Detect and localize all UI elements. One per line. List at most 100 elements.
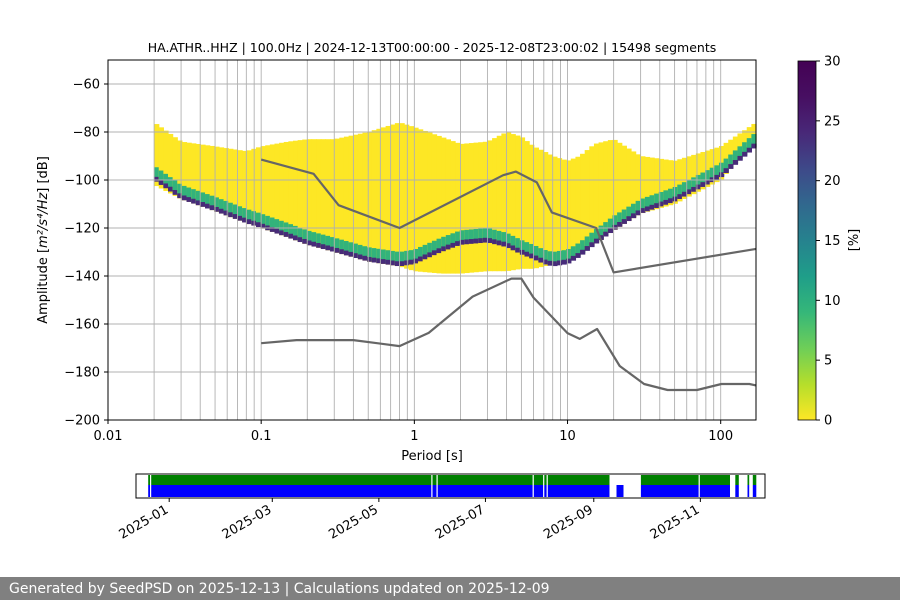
- heatmap-mid-cell: [487, 228, 493, 242]
- heatmap-mid-cell: [584, 236, 590, 250]
- heatmap-background-cell: [505, 132, 512, 271]
- heatmap-mid-cell: [209, 195, 215, 209]
- heatmap-mode-cell: [255, 222, 262, 228]
- colorbar-tick-label: 0: [824, 414, 832, 429]
- heatmap-mid-cell: [214, 197, 220, 211]
- footer-text: Generated by SeedPSD on 2025-12-13 | Cal…: [9, 581, 550, 597]
- heatmap-mid-cell: [357, 244, 364, 259]
- heatmap-mode-cell: [672, 196, 678, 202]
- heatmap-mode-cell: [441, 246, 447, 252]
- heatmap-mid-cell: [316, 233, 322, 247]
- heatmap-mid-cell: [570, 246, 577, 260]
- heatmap-mid-cell: [168, 177, 174, 191]
- heatmap-background-cell: [445, 139, 452, 274]
- heatmap-mode-cell: [718, 172, 725, 178]
- heatmap-mid-cell: [154, 167, 160, 181]
- heatmap-mode-cell: [172, 190, 178, 195]
- heatmap-background-cell: [492, 138, 498, 272]
- heatmap-background-cell: [695, 153, 702, 192]
- heatmap-background-cell: [501, 133, 507, 272]
- heatmap-mid-cell: [566, 249, 572, 263]
- heatmap-background-cell: [603, 141, 609, 237]
- heatmap-background-cell: [607, 140, 614, 234]
- heatmap-background-cell: [556, 158, 563, 263]
- heatmap-mode-cell: [390, 260, 396, 266]
- heatmap-mid-cell: [496, 230, 502, 245]
- heatmap-mid-cell: [228, 202, 234, 216]
- heatmap-mode-cell: [297, 237, 303, 243]
- heatmap-mid-cell: [459, 230, 465, 244]
- heatmap-background-cell: [343, 136, 350, 256]
- heatmap-mid-cell: [635, 200, 641, 215]
- heatmap-background-cell: [668, 160, 674, 206]
- heatmap-mode-cell: [348, 251, 354, 257]
- heatmap-mode-cell: [214, 206, 220, 212]
- heatmap-mid-cell: [607, 218, 614, 232]
- heatmap-mid-cell: [468, 229, 475, 243]
- psd-availability-bar: [752, 475, 757, 485]
- heatmap-mid-cell: [533, 245, 539, 260]
- heatmap-mode-cell: [598, 235, 604, 240]
- heatmap-mode-cell: [751, 143, 757, 149]
- data-availability-bar: [747, 485, 750, 497]
- heatmap-mode-cell: [496, 240, 502, 246]
- heatmap-mode-cell: [510, 245, 516, 251]
- heatmap-mid-cell: [612, 215, 618, 229]
- heatmap-mode-cell: [274, 228, 280, 234]
- heatmap-mid-cell: [172, 180, 178, 194]
- heatmap-mid-cell: [237, 206, 243, 220]
- heatmap-mid-cell: [640, 198, 646, 212]
- heatmap-mode-cell: [302, 238, 308, 244]
- heatmap-mode-cell: [538, 257, 544, 263]
- heatmap-mode-cell: [246, 219, 252, 225]
- heatmap-mode-cell: [714, 174, 720, 180]
- heatmap-mode-cell: [376, 258, 382, 264]
- heatmap-mode-cell: [691, 186, 697, 192]
- heatmap-mode-cell: [501, 241, 507, 247]
- heatmap-mid-cell: [339, 239, 345, 253]
- heatmap-mid-cell: [732, 150, 739, 164]
- timeline-tick-label: 2025-09: [541, 502, 596, 542]
- heatmap-background-cell: [436, 135, 442, 274]
- heatmap-background-cell: [408, 126, 414, 271]
- heatmap-mode-cell: [561, 259, 567, 265]
- data-gap-marker: [150, 475, 152, 497]
- heatmap-mid-cell: [538, 248, 544, 262]
- heatmap-mid-cell: [524, 242, 530, 256]
- heatmap-background-cell: [297, 140, 303, 243]
- heatmap-background-cell: [621, 145, 627, 224]
- heatmap-background-cell: [515, 135, 521, 270]
- heatmap-background-cell: [200, 144, 206, 207]
- heatmap-mid-cell: [181, 185, 188, 200]
- y-axis-label-suffix: ] [dB]: [36, 156, 51, 193]
- heatmap-mode-cell: [404, 260, 410, 266]
- heatmap-mode-cell: [357, 254, 364, 260]
- heatmap-background-cell: [209, 145, 215, 211]
- noise-models: [260, 158, 757, 392]
- low-noise-model-line: [261, 277, 757, 392]
- timeline-tick-label: 2025-05: [326, 502, 381, 542]
- heatmap-background-cell: [575, 156, 581, 256]
- heatmap-background-cell: [561, 159, 567, 263]
- heatmap-mode-cell: [464, 239, 470, 245]
- heatmap-background-cell: [751, 123, 757, 142]
- heatmap-mid-cell: [455, 231, 461, 245]
- heatmap-mid-cell: [649, 195, 655, 209]
- psd-availability-bar: [148, 475, 610, 485]
- y-tick-label: −160: [64, 318, 100, 333]
- heatmap-background-cell: [705, 150, 711, 187]
- heatmap-background-cell: [672, 160, 678, 204]
- heatmap-background-cell: [293, 140, 299, 241]
- heatmap-background-cell: [700, 152, 706, 190]
- heatmap-mid-cell: [265, 215, 271, 230]
- colorbar-label: [%]: [847, 229, 862, 252]
- heatmap-mid-cell: [297, 227, 303, 241]
- heatmap-mode-cell: [617, 222, 623, 227]
- y-tick-label: −60: [73, 78, 100, 93]
- data-availability-bar: [752, 485, 757, 497]
- heatmap-mode-cell: [242, 217, 248, 223]
- y-tick-label: −80: [73, 126, 100, 141]
- heatmap-background-cell: [524, 141, 530, 269]
- timeline-tick-label: 2025-07: [433, 502, 488, 542]
- heatmap-mid-cell: [737, 146, 743, 160]
